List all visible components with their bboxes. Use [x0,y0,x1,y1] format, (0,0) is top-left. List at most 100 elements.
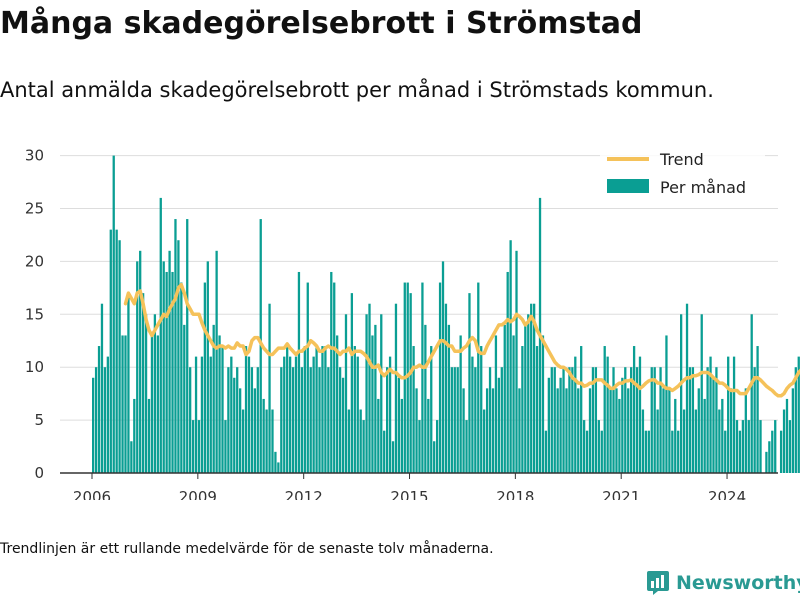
bar [159,197,162,473]
bar [341,377,345,473]
legend-bars-label: Per månad [660,178,746,197]
bar [738,430,742,473]
bar [718,409,721,473]
x-tick-label: 2009 [179,488,217,500]
bar [518,388,521,473]
bar [580,346,583,473]
bar [559,377,562,473]
bar [397,377,401,473]
bar [650,367,653,473]
x-tick-label: 2018 [496,488,534,500]
bar [312,356,315,473]
bar [656,409,659,473]
x-tick-label: 2012 [285,488,323,500]
y-tick-label: 15 [25,305,44,323]
bar [521,346,524,473]
bar [735,420,739,473]
bar [665,335,668,473]
y-tick-label: 25 [25,199,44,217]
bar [462,388,465,473]
bar [647,430,650,473]
bar [435,420,439,473]
bar [409,293,412,473]
bar [189,367,192,473]
bar [371,335,374,473]
bar [703,398,706,473]
bar [480,346,483,473]
bar [294,356,298,473]
bar [291,367,295,473]
bar [680,314,683,473]
bar [497,377,501,473]
bar [753,367,756,473]
bar [315,346,318,473]
y-tick-label: 20 [25,252,44,270]
bar [565,388,568,473]
bar [659,367,662,473]
trend-line [123,282,800,398]
legend-background [600,146,765,204]
bar [491,388,495,473]
bar [471,356,474,473]
bar [115,229,118,473]
bar [377,398,380,473]
bar [215,250,218,473]
bar [133,398,136,473]
legend-bars-swatch [607,179,649,193]
bar [130,441,133,473]
y-tick-label: 5 [34,411,44,429]
bar [306,282,309,473]
bar [183,324,186,473]
bar [383,430,386,473]
bar [141,293,145,473]
bar [239,388,242,473]
bar [709,356,712,473]
bar [227,367,230,473]
bar [603,346,606,473]
bar [791,388,795,473]
bar [194,356,198,473]
bar [283,356,286,473]
bar [124,335,127,473]
bar [433,441,436,473]
brand-name: Newsworthy [676,572,800,594]
bar [547,377,550,473]
bar [430,346,433,473]
bar [685,303,689,473]
bar [359,409,362,473]
bar [94,367,98,473]
bar [515,250,518,473]
bar [427,398,430,473]
bar [271,409,274,473]
bar [550,367,553,473]
trend-line-layer [123,282,800,398]
bar [577,388,580,473]
bar [353,346,356,473]
bar [336,335,339,473]
y-tick-label: 10 [25,358,44,376]
bar [530,303,533,473]
x-tick-label: 2021 [602,488,640,500]
bar [677,430,680,473]
bar [236,367,239,473]
bar [230,356,233,473]
bar [544,430,548,473]
bar [288,356,292,473]
bar [765,451,768,473]
bar [297,271,301,473]
brand-logo[interactable]: Newsworthy [646,570,800,596]
bar [244,346,248,473]
bar [591,367,595,473]
bar [321,346,324,473]
bar [156,335,159,473]
bar [309,367,312,473]
bar [788,420,792,473]
bar [303,346,306,473]
bar [218,335,221,473]
bar [485,388,489,473]
newsworthy-chart-icon [647,571,669,595]
bar [571,367,574,473]
bar [785,398,789,473]
bar [165,271,168,473]
bar [729,388,733,473]
